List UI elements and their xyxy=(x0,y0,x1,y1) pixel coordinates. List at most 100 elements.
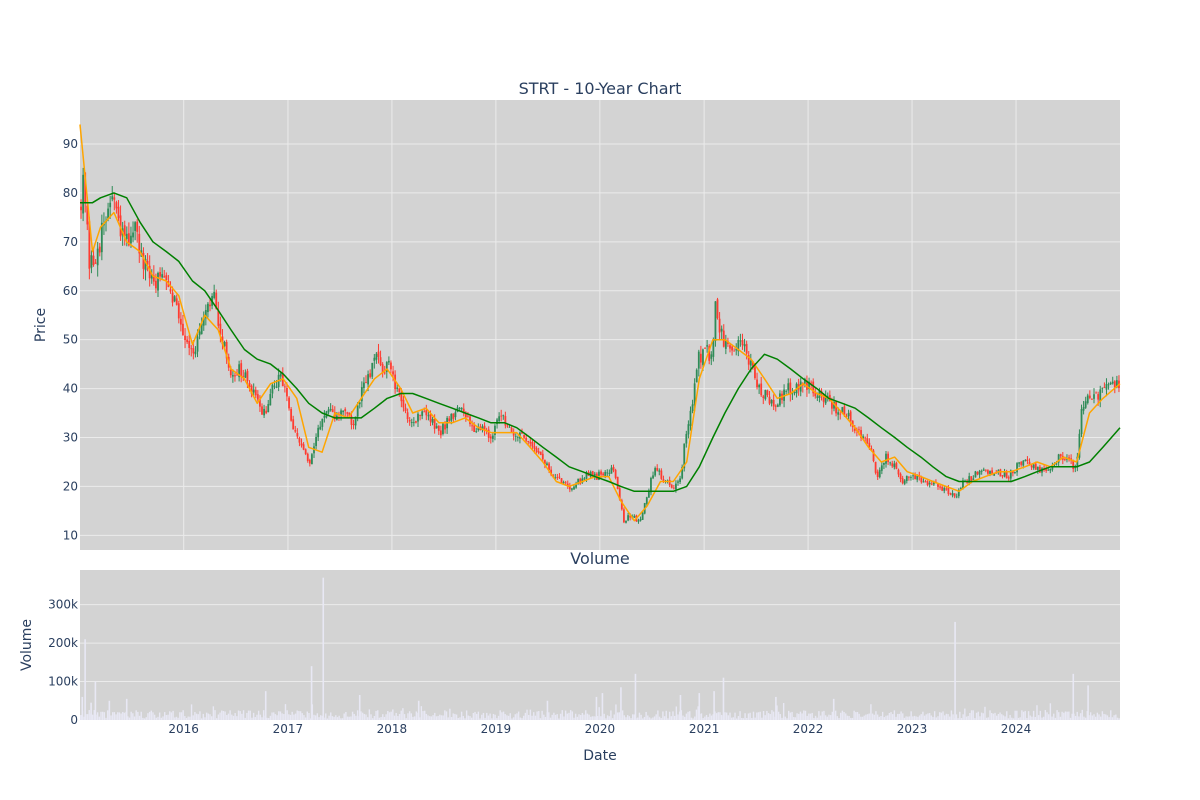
volume-spike-bar xyxy=(775,696,777,720)
candle-body xyxy=(1115,380,1118,388)
candle-body xyxy=(521,431,523,434)
candle-body xyxy=(329,408,332,411)
volume-bar xyxy=(794,717,797,720)
volume-bar xyxy=(917,716,919,720)
volume-bar xyxy=(455,714,458,720)
candle-body xyxy=(789,382,792,395)
volume-bar xyxy=(246,712,248,720)
candle-body xyxy=(254,389,257,396)
volume-bar xyxy=(1019,717,1021,720)
volume-bar xyxy=(938,712,941,720)
candle-body xyxy=(385,362,388,372)
volume-bar xyxy=(83,716,85,720)
volume-bar xyxy=(715,713,718,720)
volume-bar xyxy=(142,717,144,720)
volume-spike-bar xyxy=(1072,673,1075,720)
volume-bar xyxy=(705,714,708,720)
candle-body xyxy=(508,426,511,428)
candle-body xyxy=(612,467,615,471)
candle-body xyxy=(558,476,561,478)
volume-bar xyxy=(216,718,218,720)
volume-bar xyxy=(231,714,233,720)
price-y-tick-label: 60 xyxy=(63,284,78,298)
volume-bar xyxy=(640,714,642,720)
candle-body xyxy=(864,437,867,439)
volume-spike-bar xyxy=(310,666,313,720)
volume-bar xyxy=(293,714,295,720)
candle-body xyxy=(662,479,665,482)
volume-bar xyxy=(900,711,902,720)
candle-body xyxy=(190,348,193,350)
volume-y-tick-label: 300k xyxy=(48,598,78,612)
volume-bar xyxy=(1091,715,1094,720)
volume-bar xyxy=(596,716,599,720)
candle-body xyxy=(506,425,509,427)
candle-body xyxy=(991,470,993,475)
volume-bar xyxy=(569,710,572,720)
volume-bar xyxy=(707,716,709,720)
volume-bar xyxy=(923,715,926,720)
volume-bar xyxy=(746,717,748,720)
candle-body xyxy=(244,372,247,378)
volume-bar xyxy=(816,717,818,720)
volume-bar xyxy=(689,711,691,720)
candle-body xyxy=(132,232,134,238)
candle-body xyxy=(169,289,172,292)
volume-bar xyxy=(1086,711,1088,720)
volume-bar xyxy=(353,713,355,720)
volume-bar xyxy=(662,711,664,720)
volume-bar xyxy=(335,715,337,720)
volume-bar xyxy=(1098,714,1100,720)
volume-bar xyxy=(429,716,431,720)
volume-bar xyxy=(420,706,423,720)
candle-body xyxy=(885,453,887,464)
volume-bar xyxy=(241,713,243,720)
volume-bar xyxy=(338,715,340,720)
candle-body xyxy=(614,469,617,478)
volume-bar xyxy=(881,711,884,720)
volume-bar xyxy=(266,717,268,720)
candle-body xyxy=(835,401,837,414)
volume-bar xyxy=(100,711,102,720)
volume-bar xyxy=(603,713,605,720)
volume-bar xyxy=(128,717,131,720)
candle-body xyxy=(415,421,417,423)
volume-bar xyxy=(673,715,676,720)
candle-body xyxy=(1057,454,1060,463)
candle-body xyxy=(381,364,384,373)
volume-bar xyxy=(670,716,672,720)
volume-bar xyxy=(281,713,283,720)
volume-bar xyxy=(226,715,228,720)
candle-body xyxy=(327,409,330,413)
volume-bar xyxy=(162,716,164,720)
volume-bar xyxy=(361,712,364,720)
volume-bar xyxy=(507,715,510,720)
volume-bar xyxy=(932,716,934,720)
volume-bar xyxy=(730,717,733,720)
volume-bar xyxy=(846,715,849,720)
candle-body xyxy=(858,429,860,431)
candle-body xyxy=(306,453,309,461)
volume-bar xyxy=(1048,714,1050,720)
volume-bar xyxy=(870,704,872,720)
volume-bar xyxy=(271,712,273,720)
volume-bar xyxy=(672,711,674,720)
x-tick-label: 2021 xyxy=(689,722,720,736)
x-tick-label: 2016 xyxy=(168,722,199,736)
volume-bar xyxy=(314,715,317,720)
x-tick-labels: 2016 2017 2018 2019 2020 2021 2022 2023 2024 xyxy=(168,722,1031,736)
volume-bar xyxy=(987,717,990,720)
volume-bar xyxy=(328,715,330,720)
volume-bar xyxy=(447,717,449,720)
volume-bar xyxy=(153,714,156,720)
volume-bar xyxy=(1094,716,1097,720)
volume-bar xyxy=(564,710,567,720)
volume-bar xyxy=(185,718,188,720)
volume-bar xyxy=(590,716,592,720)
candle-body xyxy=(845,415,848,418)
candle-body xyxy=(695,369,698,383)
candle-body xyxy=(192,348,195,354)
volume-bar xyxy=(170,712,173,720)
candle-body xyxy=(379,357,382,365)
volume-bar xyxy=(675,706,678,720)
